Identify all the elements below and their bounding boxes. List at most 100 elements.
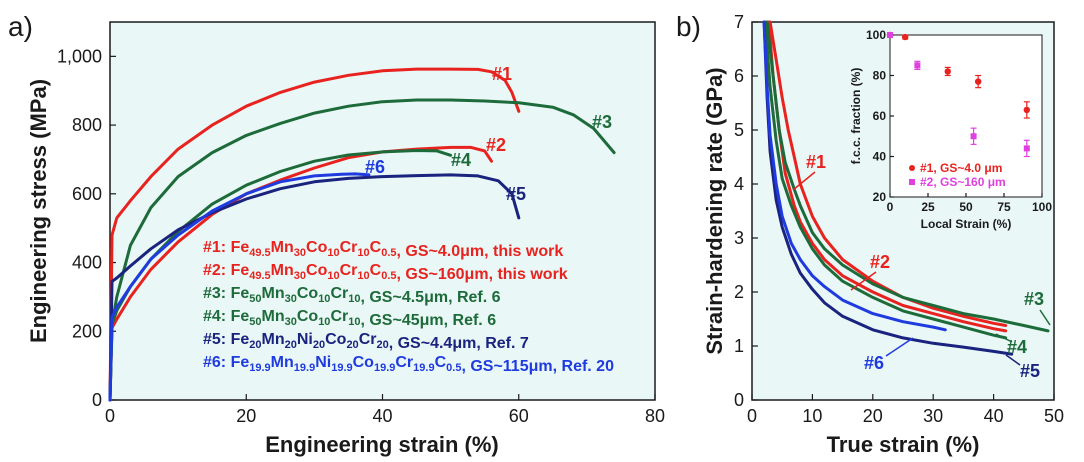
legend-subscript: 20 <box>346 339 358 351</box>
x-tick-label: 40 <box>372 406 392 426</box>
y-tick-label: 4 <box>734 174 744 194</box>
legend-subscript: 20 <box>285 339 297 351</box>
inset-ticks: 0 25 50 75 100 20 40 60 80 100 <box>866 28 1052 214</box>
legend-subscript: 19.9 <box>331 362 352 374</box>
curve-tag-4: #4 <box>1007 337 1027 357</box>
plot-a-xlabel: Engineering strain (%) <box>265 432 498 457</box>
legend-element: Mn <box>262 331 285 348</box>
legend-element: Ni <box>297 331 313 348</box>
legend-subscript: 20 <box>376 339 388 351</box>
legend-subscript: 10 <box>357 270 369 282</box>
tag-arrow-2 <box>850 271 877 291</box>
curve-tag-3: #3 <box>1024 289 1044 309</box>
series-line-6 <box>108 172 371 402</box>
y-tick-label: 20 <box>873 190 887 204</box>
legend-subscript: 30 <box>294 247 306 259</box>
legend-element: Ni <box>315 354 331 371</box>
plot-a-area <box>109 21 656 401</box>
x-tick-label: 0 <box>105 406 115 426</box>
legend-subscript: 0.5 <box>381 270 396 282</box>
legend-element: Co <box>306 239 328 256</box>
legend-lead: #3: Fe <box>203 285 249 302</box>
legend-subscript: 0.5 <box>381 247 396 259</box>
tag-arrow-5 <box>1005 354 1021 366</box>
curve-tag-5: #5 <box>506 184 526 204</box>
y-tick-label: 1 <box>734 336 744 356</box>
series-line-3 <box>765 20 1050 333</box>
curve-tag-1: #1 <box>806 152 826 172</box>
inset-legend-label: #1, GS~4.0 μm <box>920 161 1002 175</box>
plot-b-series <box>762 20 1050 356</box>
inset-legend-marker <box>909 165 915 171</box>
y-tick-label: 400 <box>72 253 102 273</box>
tag-arrow-3 <box>1039 309 1051 326</box>
legend-subscript: 50 <box>249 316 261 328</box>
legend-entry-6: #6: Fe19.9Mn19.9Ni19.9Co19.9Cr19.9C0.5, … <box>203 354 614 375</box>
legend-element: Cr <box>330 285 348 302</box>
plot-b-xlabel: True strain (%) <box>827 432 980 457</box>
legend-element: Mn <box>271 239 294 256</box>
tag-arrow-1 <box>792 171 816 191</box>
legend-element: Cr <box>395 354 413 371</box>
plot-b-ticks: 0 10 20 30 40 50 0 1 2 3 4 5 6 7 <box>734 12 1064 426</box>
legend-lead: #4: Fe <box>203 308 249 325</box>
legend-entry-1: #1: Fe49.5Mn30Co10Cr10C0.5, GS~4.0μm, th… <box>203 239 563 260</box>
inset-series <box>886 31 1030 158</box>
legend-subscript: 30 <box>285 293 297 305</box>
curve-tag-4: #4 <box>451 150 471 170</box>
inset-legend: #1, GS~4.0 μm#2, GS~160 μm <box>909 161 1006 189</box>
y-tick-label: 600 <box>72 184 102 204</box>
legend-subscript: 19.9 <box>249 362 270 374</box>
legend-subscript: 19.9 <box>374 362 395 374</box>
tag-arrow-4 <box>995 333 1013 343</box>
curve-tag-5: #5 <box>1020 361 1040 381</box>
legend-element: C <box>370 239 382 256</box>
legend-lead: #6: Fe <box>203 354 249 371</box>
series-line-4 <box>763 20 1008 340</box>
legend-lead: #5: Fe <box>203 331 249 348</box>
inset-point-series-1 <box>1023 106 1030 114</box>
series-line-6 <box>762 20 947 332</box>
inset-point-series-1 <box>902 33 909 41</box>
inset-point-series-2 <box>1023 145 1030 152</box>
series-line-1 <box>768 20 1008 327</box>
x-tick-label: 0 <box>747 406 757 426</box>
plot-b-curve-tags: #1 #2 #3 #4 #5 #6 <box>792 152 1051 381</box>
y-tick-label: 0 <box>734 390 744 410</box>
inset-legend-marker <box>909 179 915 185</box>
legend-element: Cr <box>340 262 358 279</box>
legend-entry-5: #5: Fe20Mn20Ni20Co20Cr20, GS~4.4μm, Ref.… <box>203 331 529 352</box>
legend-element: Co <box>297 308 319 325</box>
series-line-3 <box>108 98 616 402</box>
curve-tag-6: #6 <box>864 353 884 373</box>
legend-element: Cr <box>359 331 377 348</box>
series-line-5 <box>762 20 1014 356</box>
y-tick-label: 7 <box>734 12 744 32</box>
legend-element: Mn <box>262 308 285 325</box>
y-tick-label: 200 <box>72 321 102 341</box>
legend-tail: , GS~45μm, Ref. 6 <box>360 312 496 329</box>
legend-element: Mn <box>271 354 294 371</box>
y-tick-label: 3 <box>734 228 744 248</box>
plot-a-curve-tags: #1 #2 #3 #4 #5 #6 <box>365 64 612 204</box>
x-tick-label: 10 <box>802 406 822 426</box>
inset-xlabel: Local Strain (%) <box>921 217 1012 231</box>
inset-legend-label: #2, GS~160 μm <box>920 175 1006 189</box>
y-tick-label: 60 <box>873 109 887 123</box>
legend-subscript: 10 <box>327 247 339 259</box>
y-tick-label: 2 <box>734 282 744 302</box>
legend-subscript: 49.5 <box>249 270 270 282</box>
legend-element: Cr <box>340 239 358 256</box>
x-tick-label: 40 <box>984 406 1004 426</box>
curve-tag-2: #2 <box>870 252 890 272</box>
legend-subscript: 10 <box>348 316 360 328</box>
legend-tail: , GS~4.4μm, Ref. 7 <box>389 335 529 352</box>
legend-subscript: 19.9 <box>294 362 315 374</box>
curve-tag-3: #3 <box>592 112 612 132</box>
panel-b-label: b) <box>676 11 701 42</box>
legend-subscript: 30 <box>294 270 306 282</box>
y-tick-label: 0 <box>92 390 102 410</box>
